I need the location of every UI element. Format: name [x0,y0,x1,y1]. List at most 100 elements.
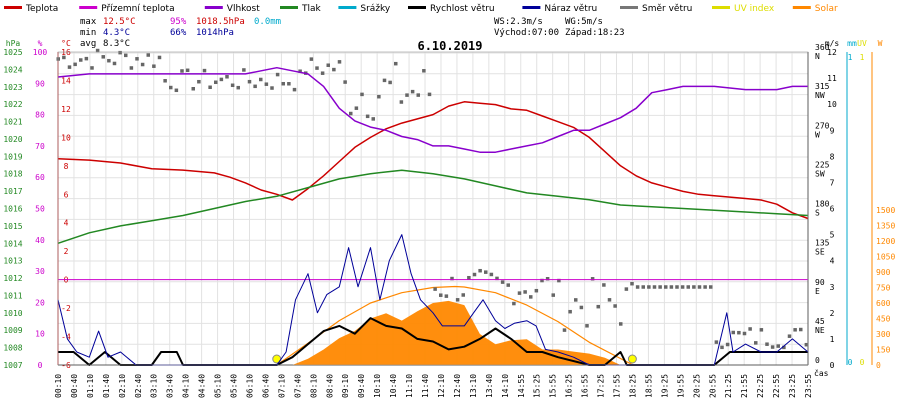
wind-direction-point [635,285,640,289]
wind-direction-point [742,331,747,336]
stat-max-pressure: 1018.5hPa [196,17,245,27]
wind-direction-point [253,84,257,89]
pct-tick: 70 [35,142,45,151]
stat-sunrise: Východ:07:00 [494,28,559,38]
humidity-line [57,66,808,153]
time-tick: 10:10 [373,374,382,398]
time-tick: 08:10 [309,374,318,398]
chart-title: 6.10.2019 [417,39,482,53]
ms-tick: 6 [830,205,835,214]
stat-wind-speed: WS:2.3m/s [494,17,543,27]
time-tick: 13:10 [469,374,478,398]
time-tick: 09:40 [357,374,366,398]
wind-direction-point [551,293,555,297]
ms-tick: 3 [830,283,835,292]
stat-min-pressure: 1014hPa [196,28,234,38]
uv-tick: 0 [860,358,865,367]
wind-direction-point [585,324,589,328]
wind-direction-point [652,285,657,289]
wind-direction-point [309,57,314,61]
wind-direction-point [675,285,679,289]
wind-direction-point [545,276,550,281]
wind-direction-point [478,268,482,273]
temp-tick: 4 [64,219,69,228]
wind-direction-point [67,65,72,69]
wind-direction-point [455,298,460,302]
wind-direction-point [219,77,224,82]
wind-direction-point [180,69,184,73]
wind-direction-point [270,86,274,90]
time-tick: 18:55 [644,374,653,398]
wind-direction-point [129,66,134,70]
time-tick: 01:10 [86,374,95,398]
wind-direction-point [776,344,780,348]
time-tick: 16:55 [581,374,590,398]
temp-tick: 6 [64,190,69,199]
time-tick: 18:25 [628,374,637,398]
temp-tick: 10 [61,133,71,142]
stat-max-humidity: 95% [170,17,187,27]
time-tick: 01:40 [102,374,111,398]
direction-tick: 360 [815,43,830,52]
stat-min-temp: 4.3°C [103,28,130,38]
w-tick: 150 [876,346,891,355]
direction-tick-compass: S [815,209,820,218]
wind-direction-point [647,285,651,289]
direction-tick: 180 [815,200,830,209]
temp-tick: 0 [64,276,69,285]
wind-direction-point [152,64,156,68]
wind-direction-point [95,48,100,53]
temp-tick: 16 [61,48,71,57]
wind-direction-point [73,62,77,67]
wind-direction-point [112,61,117,66]
wind-direction-point [472,272,477,277]
wind-direction-point [292,87,297,92]
direction-tick: 315 [815,82,830,91]
w-tick: 900 [876,268,891,277]
time-tick: 17:25 [597,374,606,398]
hpa-tick: 1021 [3,118,22,127]
wind-direction-point [360,92,364,97]
wind-direction-point [247,79,252,84]
wind-direction-point [534,288,539,293]
wind-direction-point [517,291,522,295]
wind-direction-point [725,342,730,347]
temperature-line [57,101,809,220]
time-tick: 22:25 [756,374,765,398]
wind-direction-point [225,75,229,79]
wind-direction-point [770,345,775,349]
wind-direction-point [298,69,302,73]
wind-direction-point [259,77,263,82]
wind-direction-point [500,280,505,284]
time-tick: 11:10 [405,374,414,398]
legend-swatch [280,6,298,9]
time-tick: 03:40 [166,374,175,398]
wind-direction-point [405,93,409,97]
wind-direction-point [191,87,195,91]
wind-direction-point [62,55,66,60]
solar-area [292,300,621,365]
wind-direction-point [697,285,702,289]
wind-direction-point [315,66,319,70]
wind-direction-point [590,277,595,281]
time-tick: 02:40 [134,374,143,398]
time-tick: 07:40 [293,374,302,398]
wind-direction-point [230,83,235,88]
wind-direction-point [754,341,758,345]
pct-tick: 40 [35,236,45,245]
wind-direction-point [202,68,207,73]
pct-tick: 100 [33,48,48,57]
time-tick: 05:10 [214,374,223,398]
mm-axis-label: mm [847,39,857,48]
wind-direction-point [354,106,359,110]
stat-avg-label: avg [80,39,96,49]
wind-direction-point [349,111,353,116]
time-tick: 15:55 [549,374,558,398]
stat-max-label: max [80,17,97,27]
wind-direction-point [731,330,735,335]
wind-direction-point [107,58,111,63]
time-tick: 07:10 [277,374,286,398]
hpa-tick: 1011 [3,291,22,300]
ms-tick: 4 [830,257,835,266]
wind-direction-point [140,62,145,67]
